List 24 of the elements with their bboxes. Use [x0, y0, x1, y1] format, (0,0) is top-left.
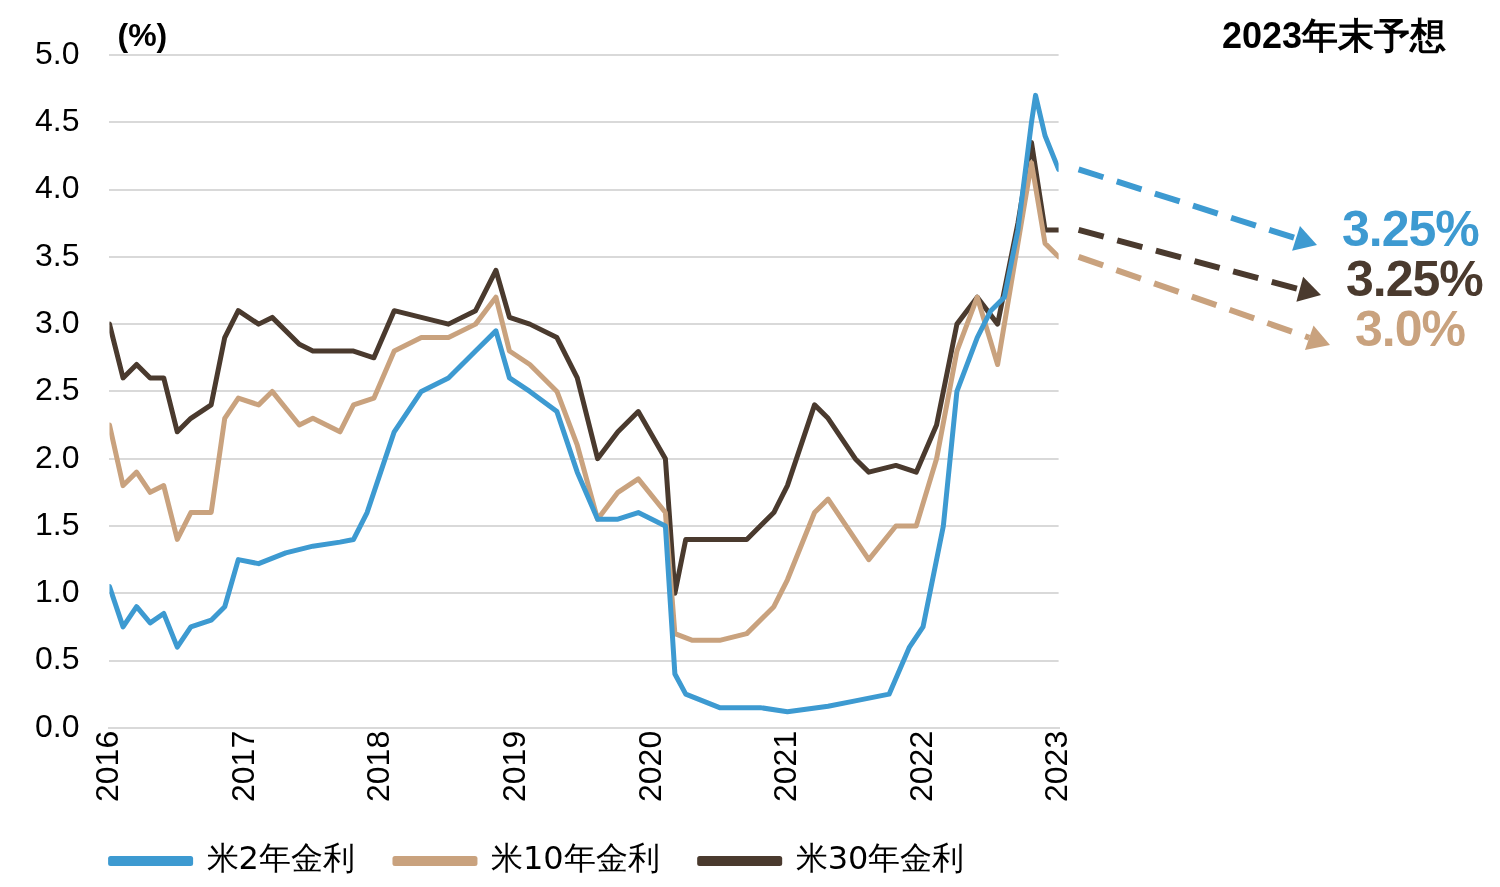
legend-label: 米30年金利: [795, 839, 965, 878]
y-tick-label: 1.5: [35, 505, 80, 542]
x-tick-label: 2019: [496, 730, 533, 802]
legend-label: 米10年金利: [490, 839, 660, 878]
x-tick-label: 2017: [224, 730, 261, 802]
legend-label: 米2年金利: [206, 839, 355, 878]
y-tick-label: 4.5: [35, 102, 80, 139]
text: 2023年末予想: [1222, 14, 1447, 58]
y-tick-label: 0.5: [35, 640, 80, 677]
y-tick-label: 5.0: [35, 34, 80, 71]
y-tick-label: 3.5: [35, 236, 80, 273]
x-tick-label: 2020: [631, 730, 668, 802]
x-tick-label: 2018: [360, 730, 397, 802]
x-tick-label: 2023: [1038, 730, 1075, 802]
y-tick-label: 2.5: [35, 371, 80, 408]
y-tick-label: 1.0: [35, 573, 80, 610]
y-tick-label: 3.0: [35, 303, 80, 340]
y-tick-label: 0.0: [35, 707, 80, 744]
y-tick-label: 4.0: [35, 169, 80, 206]
x-tick-label: 2021: [767, 730, 804, 802]
y-tick-label: 2.0: [35, 438, 80, 475]
x-tick-label: 2016: [89, 730, 126, 802]
x-tick-label: 2022: [902, 730, 939, 802]
y-axis-title: (%): [117, 16, 168, 53]
